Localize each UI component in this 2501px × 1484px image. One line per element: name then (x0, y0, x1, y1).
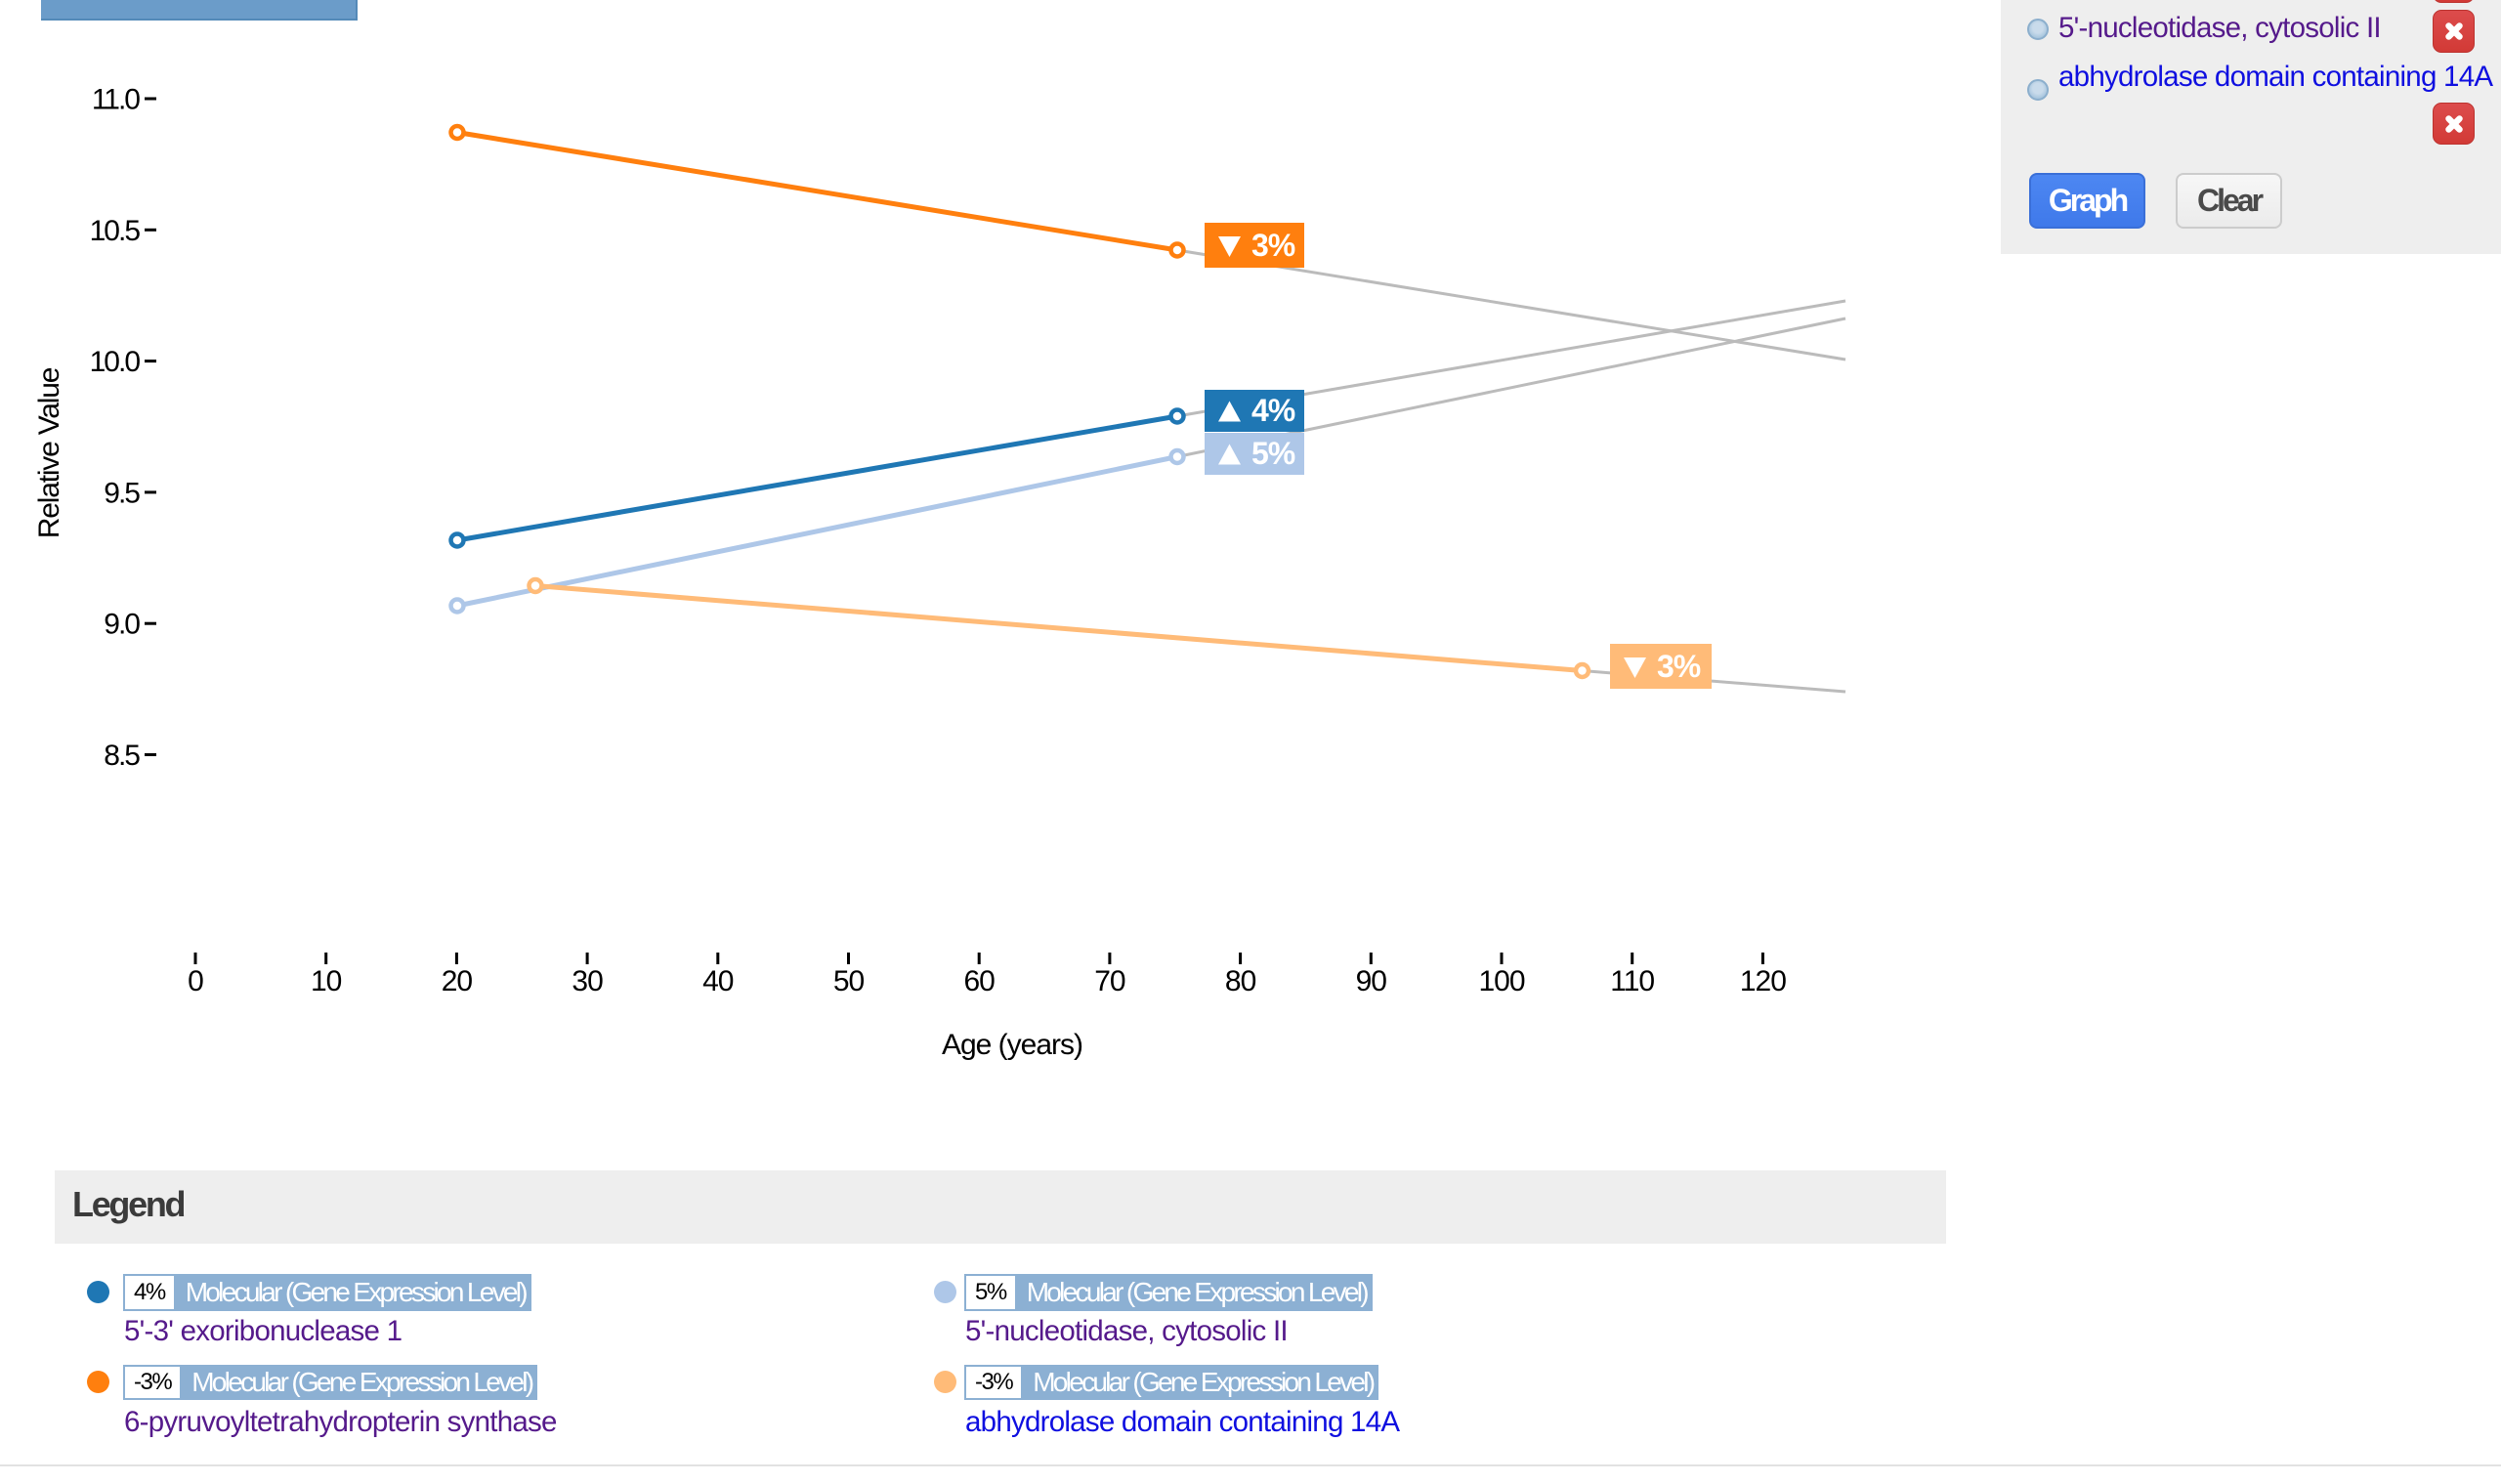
svg-text:0: 0 (188, 965, 203, 997)
svg-text:70: 70 (1094, 965, 1125, 997)
svg-text:8.5: 8.5 (104, 740, 140, 772)
svg-text:9.0: 9.0 (104, 609, 140, 641)
svg-text:10.0: 10.0 (90, 346, 141, 378)
svg-text:4%: 4% (1251, 393, 1295, 428)
svg-text:100: 100 (1478, 965, 1524, 997)
svg-text:60: 60 (964, 965, 996, 997)
svg-text:80: 80 (1225, 965, 1256, 997)
svg-text:90: 90 (1356, 965, 1387, 997)
svg-text:10.5: 10.5 (90, 215, 141, 247)
svg-text:40: 40 (702, 965, 734, 997)
svg-text:20: 20 (442, 965, 473, 997)
svg-text:120: 120 (1740, 965, 1786, 997)
svg-text:50: 50 (833, 965, 865, 997)
svg-text:5%: 5% (1251, 436, 1295, 471)
svg-text:3%: 3% (1251, 228, 1295, 263)
svg-text:3%: 3% (1657, 649, 1701, 684)
svg-text:11.0: 11.0 (92, 84, 140, 116)
svg-text:110: 110 (1610, 965, 1654, 997)
svg-text:9.5: 9.5 (104, 477, 140, 509)
svg-text:30: 30 (572, 965, 603, 997)
svg-text:Age (years): Age (years) (942, 1029, 1082, 1061)
svg-text:Relative Value: Relative Value (33, 367, 65, 538)
svg-text:10: 10 (311, 965, 342, 997)
